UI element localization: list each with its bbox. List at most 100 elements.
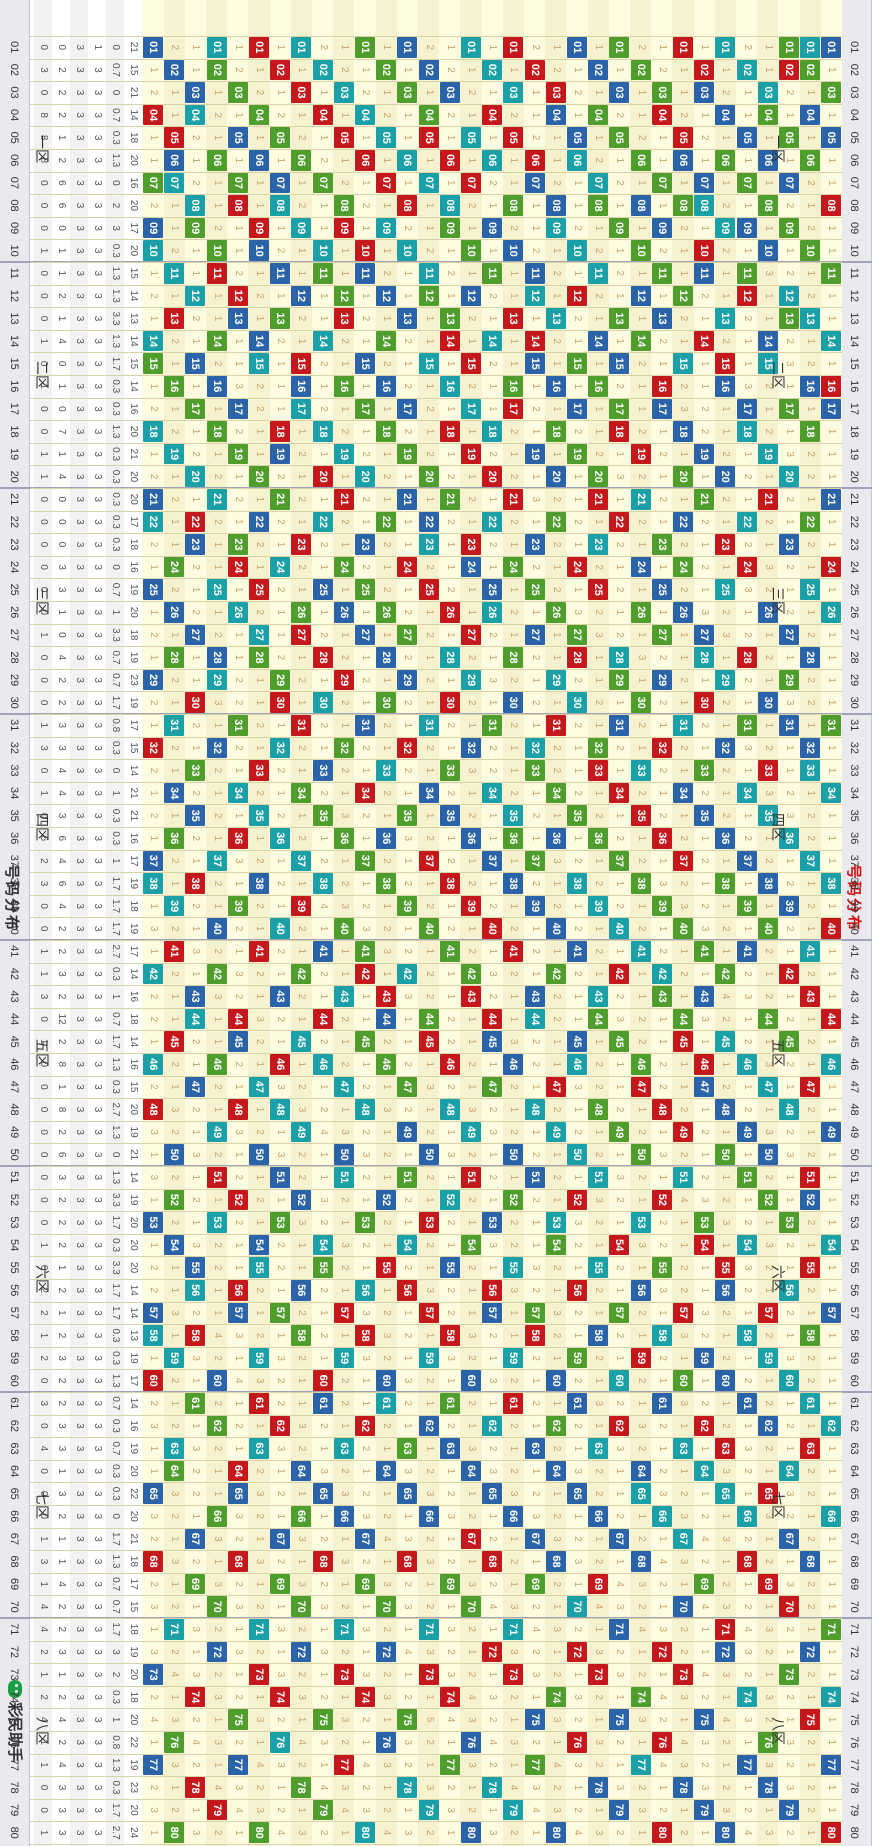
stat-value: 1	[52, 1302, 70, 1325]
omission-count: 2	[397, 421, 417, 442]
number-header-18: 18	[848, 420, 860, 443]
hit-ball-47: 47	[185, 1076, 206, 1098]
grid-line	[30, 1640, 842, 1642]
omission-count: 2	[143, 1077, 163, 1098]
number-header-73: 73	[8, 1663, 20, 1686]
omission-count: 3	[376, 1687, 396, 1708]
omission-count: 2	[249, 82, 269, 103]
number-header-33: 33	[8, 759, 20, 782]
hit-ball-32: 32	[651, 737, 672, 759]
number-header-10: 10	[8, 239, 20, 262]
omission-count: 1	[376, 625, 396, 646]
stat-value: 0.7	[106, 646, 124, 669]
stat-value: 1	[34, 1573, 52, 1596]
hit-ball-12: 12	[333, 285, 354, 307]
stat-value: 0.7	[106, 1437, 124, 1460]
hit-ball-15: 15	[142, 353, 164, 374]
omission-count: 1	[567, 738, 587, 759]
omission-count: 1	[567, 828, 587, 849]
omission-count: 1	[503, 1009, 523, 1030]
hit-ball-02: 02	[164, 59, 185, 81]
number-header-03: 03	[848, 81, 860, 104]
number-header-67: 67	[848, 1528, 860, 1551]
hit-ball-04: 04	[715, 104, 736, 126]
omission-count: 3	[270, 1619, 290, 1640]
hit-ball-35: 35	[630, 805, 651, 826]
hit-ball-13: 13	[397, 308, 418, 329]
stat-value: 4	[52, 646, 70, 669]
stat-value: 18	[124, 126, 142, 149]
stat-value: 0	[34, 1189, 52, 1212]
omission-count: 1	[546, 444, 566, 465]
omission-count: 1	[397, 1800, 417, 1821]
omission-count: 2	[207, 760, 227, 781]
omission-count: 2	[164, 1167, 184, 1188]
omission-count: 1	[291, 1370, 311, 1391]
omission-count: 1	[715, 60, 735, 81]
omission-count: 1	[249, 1212, 269, 1233]
omission-count: 1	[185, 1642, 205, 1663]
omission-count: 3	[440, 1506, 460, 1527]
stat-value: 3	[70, 737, 88, 760]
hit-ball-42: 42	[291, 963, 312, 985]
omission-count: 2	[164, 738, 184, 759]
hit-ball-63: 63	[164, 1438, 185, 1459]
omission-count: 1	[503, 851, 523, 872]
omission-count: 2	[631, 512, 651, 533]
omission-count: 1	[631, 964, 651, 985]
omission-count: 2	[673, 1619, 693, 1640]
omission-count: 1	[588, 1619, 608, 1640]
omission-count: 2	[270, 1709, 290, 1730]
hit-ball-71: 71	[609, 1619, 630, 1640]
omission-count: 3	[482, 1461, 502, 1482]
number-header-06: 06	[8, 149, 20, 172]
omission-count: 2	[334, 1596, 354, 1617]
omission-count: 2	[334, 1370, 354, 1391]
omission-count: 2	[185, 1031, 205, 1052]
omission-count: 2	[185, 444, 205, 465]
omission-count: 2	[164, 670, 184, 691]
omission-count: 2	[567, 670, 587, 691]
stat-value: 0	[52, 511, 70, 534]
omission-count: 1	[652, 1167, 672, 1188]
omission-count: 1	[440, 1370, 460, 1391]
omission-count: 3	[631, 647, 651, 668]
omission-count: 1	[609, 60, 629, 81]
omission-count: 2	[419, 896, 439, 917]
omission-count: 1	[207, 1099, 227, 1120]
omission-count: 2	[313, 1212, 333, 1233]
omission-count: 1	[334, 1574, 354, 1595]
omission-count: 1	[800, 1054, 820, 1075]
hit-ball-13: 13	[227, 308, 248, 329]
hit-ball-74: 74	[736, 1686, 757, 1708]
stat-value: 0	[106, 556, 124, 579]
omission-count: 2	[207, 1822, 227, 1843]
hit-ball-08: 08	[503, 195, 524, 216]
omission-count: 1	[249, 421, 269, 442]
hit-ball-27: 27	[291, 624, 312, 646]
omission-count: 3	[588, 1822, 608, 1843]
omission-count: 2	[800, 692, 820, 713]
omission-count: 1	[737, 353, 757, 374]
grid-line	[30, 194, 842, 196]
omission-count: 2	[631, 918, 651, 939]
omission-count: 2	[588, 692, 608, 713]
omission-count: 1	[270, 851, 290, 872]
omission-count: 1	[164, 82, 184, 103]
omission-count: 1	[419, 647, 439, 668]
number-header-25: 25	[8, 578, 20, 601]
stat-value: 2	[52, 1505, 70, 1528]
omission-count: 1	[588, 37, 608, 58]
hit-ball-39: 39	[778, 895, 800, 917]
hit-ball-10: 10	[566, 240, 588, 261]
omission-count: 1	[631, 1099, 651, 1120]
stat-value: 3	[70, 963, 88, 986]
omission-count: 2	[737, 1099, 757, 1120]
omission-count: 1	[143, 263, 163, 284]
omission-count: 1	[164, 1529, 184, 1550]
omission-count: 1	[609, 1461, 629, 1482]
hit-ball-21: 21	[503, 489, 524, 510]
omission-count: 2	[737, 1529, 757, 1550]
omission-count: 1	[207, 173, 227, 194]
hit-ball-05: 05	[227, 127, 248, 148]
